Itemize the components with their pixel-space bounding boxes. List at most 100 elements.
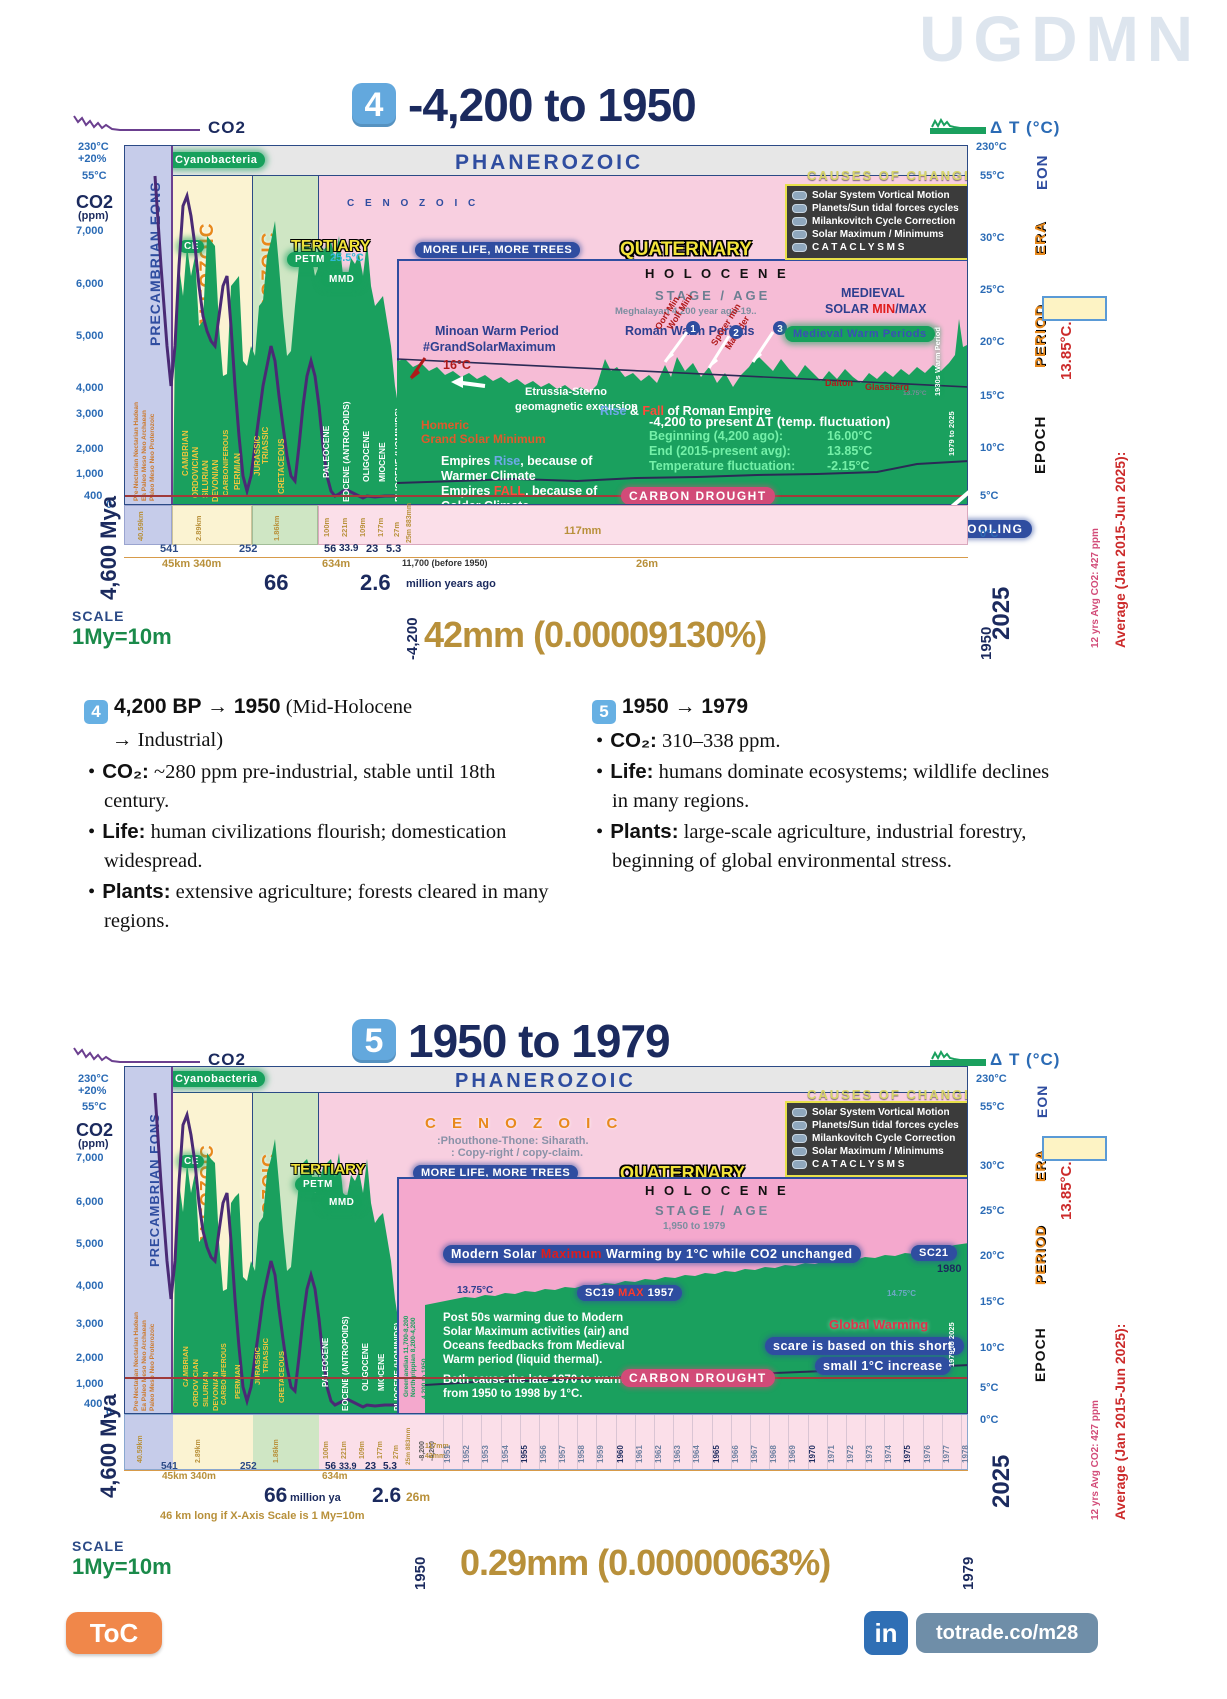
ba-ceno-p4 — [318, 505, 968, 545]
deltaT-lab1-p4: End (2015-present avg): — [649, 444, 791, 458]
tertiary-label-p4: TERTIARY — [291, 238, 371, 255]
stage-age-p4: STAGE / AGE — [655, 288, 771, 303]
scale-label-p4: SCALE — [72, 608, 125, 624]
col-epoch-p4: EPOCH — [1032, 415, 1049, 474]
solar-arrows-p4: 1 2 3 — [409, 321, 787, 388]
ba-precam-p4 — [124, 505, 172, 545]
chart-p4: PHANEROZOIC Cyanobacteria PRECAMBRIAN EO… — [124, 145, 968, 505]
year-tick: 1954 — [500, 1445, 510, 1463]
co2-area-p5 — [173, 1139, 967, 1413]
span-3-p4: 26m — [636, 558, 659, 570]
by-23-p4: 23 — [366, 543, 379, 555]
cause-bullet-icon — [792, 1134, 807, 1143]
chart-p5: PHANEROZOIC Cyanobacteria PRECAMBRIAN EO… — [124, 1066, 968, 1414]
year-tick: 1974 — [884, 1445, 894, 1463]
homeric-p4: Homeric — [421, 418, 470, 432]
by-53-p5: 5.3 — [383, 1461, 397, 1472]
deltaT-sparkline-p5 — [930, 1050, 986, 1066]
causes-legend-p4[interactable]: Solar System Vortical Motion Planets/Sun… — [785, 184, 967, 260]
cause-item-0-p5: Solar System Vortical Motion — [792, 1106, 963, 1119]
cause-item-2-p5: Milankovitch Cycle Correction — [792, 1132, 963, 1145]
by-56-p4: 56 — [324, 543, 337, 555]
span-0-p4: 45km 340m — [162, 558, 222, 570]
co2-axis-title-p5: CO2 — [76, 1120, 114, 1140]
year-gridline — [538, 1415, 540, 1469]
fall-roman-p4: Fall — [642, 404, 664, 418]
span-row-p5: 45km 340m 634m — [124, 1470, 968, 1487]
greenlandian-p5: Greenlandian 11,700-8,200 — [403, 1315, 410, 1397]
bullet-co2-4: CO₂: ~280 ppm pre-industrial, stable unt… — [102, 757, 554, 816]
mmd-pill-p5: MMD — [321, 1195, 363, 1210]
year-gridline — [922, 1415, 924, 1469]
deltaT-header-p5: Δ T (°C) — [990, 1050, 1061, 1069]
bottom-axis-p4: 40.59km 2.89km 1.86km 100m 221m 109m 177… — [124, 503, 968, 557]
len-4-p4: 221m — [340, 517, 349, 537]
year-tick: 1970 — [807, 1445, 817, 1463]
by-56-p5: 56 — [325, 1461, 337, 1472]
medieval-l1-p4: MEDIEVAL — [841, 286, 905, 300]
deltaT-val0-p4: 16.00°C — [827, 429, 873, 443]
mark-26-p4: 2.6 — [360, 570, 391, 595]
epoch-eocene-p5: EOCENE (ANTROPOIDS) — [341, 1316, 350, 1411]
empires-cold: Colder Climate — [441, 499, 597, 504]
by-252-p5: 252 — [240, 1461, 257, 1472]
linkedin-icon[interactable]: in — [864, 1611, 908, 1655]
year-gridline — [749, 1415, 751, 1469]
co2-sparkline-p5 — [73, 1047, 200, 1063]
petm-pill-p4: PETM — [287, 252, 333, 267]
year-tick: 1951 — [443, 1445, 452, 1463]
mm117-p4: 117mm — [564, 525, 602, 537]
post50s-note-p5: Post 50s warming due to Modern Solar Max… — [443, 1312, 629, 1400]
year-tick: 1977 — [941, 1445, 951, 1463]
bottom-right-year-p5: 1979 — [960, 1556, 977, 1590]
len-6-p5: 177m — [377, 1441, 384, 1459]
len-2-p4: 1.86km — [272, 515, 281, 541]
geomagnetic-p4: geomagnetic excursion — [515, 401, 638, 413]
toc-button[interactable]: ToC — [66, 1612, 162, 1654]
len-6-p4: 177m — [376, 517, 385, 537]
co2-axis-title-p4: CO2 — [76, 192, 114, 212]
mark-66-unit-p5: million ya — [290, 1492, 341, 1504]
by-541-p5: 541 — [161, 1461, 178, 1472]
epoch-oligocene-p5: OLIGOCENE — [361, 1342, 370, 1391]
cause-item-4-p4: C A T A C L Y S M S — [792, 241, 963, 254]
deltaT-lab2-p4: Temperature fluctuation: — [649, 459, 796, 473]
cause-item-4-p5: C A T A C L Y S M S — [792, 1158, 963, 1171]
eon-strip-p4 — [125, 146, 967, 176]
year-tick: 1962 — [654, 1445, 664, 1463]
trend-line-p4 — [397, 358, 967, 484]
mm42-p5: 42mm — [425, 1453, 446, 1460]
minoan-warm-p4: Minoan Warm Period — [435, 324, 559, 338]
period-cambrian-p5: CAMBRIAN — [181, 1346, 190, 1387]
avg-box-p5: 13.85°C. — [1042, 1136, 1107, 1220]
glassberg-temp-p4: 13.75°C — [903, 390, 927, 397]
url-button[interactable]: totrade.co/m28 — [916, 1613, 1099, 1653]
year-gridline — [654, 1415, 656, 1469]
bullet-life-5: Life: humans dominate ecosystems; wildli… — [610, 757, 1062, 816]
year-tick: 1976 — [922, 1445, 932, 1463]
by-53-p4: 5.3 — [386, 543, 402, 555]
panel-4-title: -4,200 to 1950 — [408, 79, 697, 131]
col-period-p5: PERIOD — [1032, 1225, 1048, 1285]
col-eon-p4: EON — [1034, 154, 1051, 190]
panel-5-title: 1950 to 1979 — [408, 1015, 671, 1067]
year-gridline — [462, 1415, 464, 1469]
tertiary-label-p5: TERTIARY — [291, 1161, 366, 1178]
year-tick: 1972 — [845, 1445, 855, 1463]
bottom-left-year-p4: -4,200 — [404, 617, 421, 660]
more-life-pill-p4: MORE LIFE, MORE TREES — [415, 242, 581, 258]
len-1-p4: 2.89km — [194, 515, 203, 541]
ce-pill-p5: CE — [179, 1155, 204, 1168]
sc21-year-p5: 1980 — [937, 1263, 962, 1275]
span-1-p5: 634m — [322, 1471, 348, 1482]
year-gridline — [481, 1415, 483, 1469]
year-gridline — [500, 1415, 502, 1469]
empires-rise-c: , because of — [520, 454, 593, 468]
causes-title-p5: CAUSES OF CHANGES — [807, 1087, 968, 1102]
medieval-warm-pill-p4: Medieval Warm Periods — [785, 326, 935, 342]
grand-solar-min-p4: Grand Solar Minimum — [421, 432, 546, 446]
year-tick: 1953 — [481, 1445, 491, 1463]
bullet-co2-5: CO₂: 310–338 ppm. — [610, 726, 1062, 756]
causes-title-p4: CAUSES OF CHANGES — [807, 168, 968, 183]
causes-legend-p5[interactable]: Solar System Vortical Motion Planets/Sun… — [785, 1101, 967, 1177]
